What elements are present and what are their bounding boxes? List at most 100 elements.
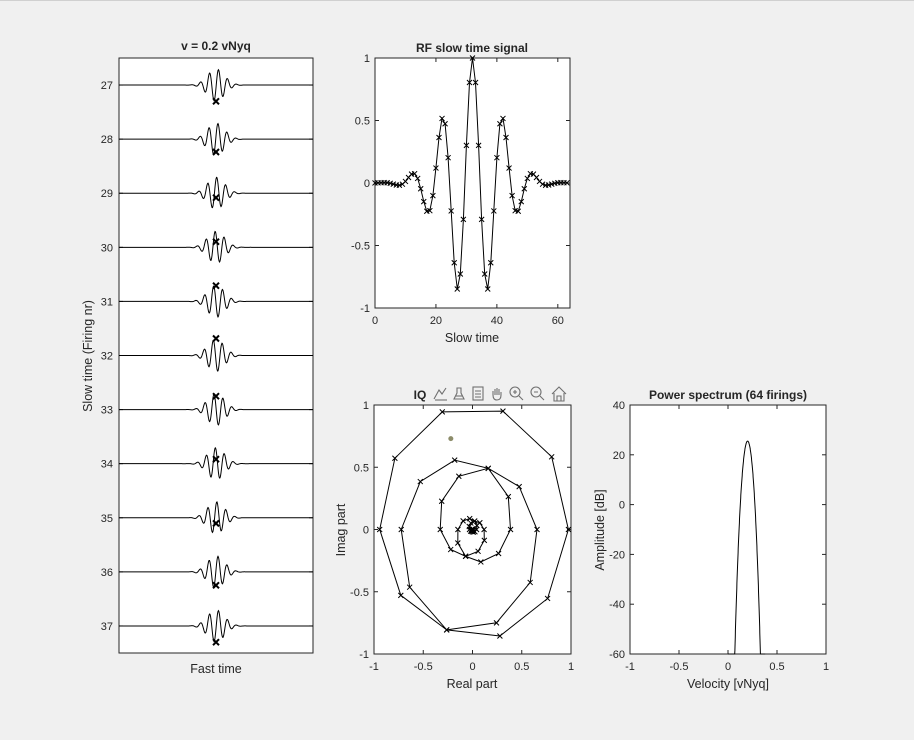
spectrum-ytick-label: 0 <box>619 500 625 512</box>
iq-axes[interactable]: IQ Real part Imag part -1 -0.5 0 0.5 1 -1 -0.5… <box>334 388 574 691</box>
waterfall-ytick-label: 33 <box>101 405 113 417</box>
iq-marker <box>454 540 461 546</box>
waterfall-trace <box>119 285 313 319</box>
spectrum-axes-box <box>629 404 827 655</box>
axes-toolbar[interactable] <box>433 386 567 402</box>
rf-marker <box>494 154 500 161</box>
pan-icon[interactable] <box>492 388 502 401</box>
rf-marker <box>487 259 494 266</box>
iq-marker <box>397 592 404 599</box>
brush-icon[interactable] <box>453 387 465 400</box>
spectrum-xtick-label: -1 <box>625 661 635 673</box>
iq-ytick-label: -1 <box>359 649 369 661</box>
iq-marker <box>565 526 572 533</box>
spectrum-axes[interactable]: Power spectrum (64 firings) Velocity [vN… <box>593 388 829 691</box>
iq-marker <box>505 493 512 500</box>
waterfall-ytick-label: 34 <box>101 459 113 471</box>
iq-plot <box>376 408 572 639</box>
waterfall-marker <box>212 282 220 290</box>
iq-marker <box>471 518 478 524</box>
iq-marker <box>392 455 398 462</box>
rf-marker <box>490 208 497 214</box>
rf-marker <box>472 79 479 86</box>
waterfall-trace <box>119 392 313 426</box>
iq-highlight-point <box>448 436 454 442</box>
rf-marker <box>426 207 433 214</box>
rf-title: RF slow time signal <box>416 41 528 55</box>
rf-marker <box>515 208 522 215</box>
waterfall-marker <box>212 193 220 202</box>
spectrum-xtick-label: 0 <box>725 661 731 673</box>
waterfall-trace <box>119 176 313 209</box>
iq-marker <box>406 584 413 591</box>
iq-marker <box>469 526 476 533</box>
waterfall-trace <box>119 230 313 263</box>
iq-xtick-label: 1 <box>568 661 574 673</box>
waterfall-ytick-label: 29 <box>101 188 113 200</box>
iq-marker <box>376 526 383 533</box>
waterfall-ytick-label: 36 <box>101 567 113 579</box>
iq-ytick-label: -0.5 <box>350 587 369 599</box>
iq-xlabel: Real part <box>447 677 498 691</box>
legend-icon[interactable] <box>472 386 484 401</box>
waterfall-ylabel: Slow time (Firing nr) <box>81 300 95 412</box>
waterfall-xlabel: Fast time <box>190 662 241 676</box>
rf-marker <box>436 134 442 141</box>
rf-marker <box>414 175 421 182</box>
waterfall-axes[interactable]: v = 0.2 vNyq Fast time Slow time (Firing… <box>81 39 314 676</box>
rf-marker <box>503 134 509 141</box>
rf-marker <box>396 182 403 189</box>
iq-marker <box>467 520 474 526</box>
rf-marker <box>442 120 448 127</box>
iq-marker <box>495 550 502 557</box>
spectrum-plot <box>728 440 766 655</box>
rf-marker <box>463 142 470 149</box>
home-icon[interactable] <box>551 386 567 402</box>
waterfall-marker <box>212 148 220 156</box>
waterfall-trace <box>119 122 313 156</box>
iq-marker <box>481 526 487 533</box>
iq-marker <box>544 595 551 602</box>
rf-marker <box>411 170 418 177</box>
rf-xtick-label: 0 <box>372 315 378 327</box>
waterfall-ytick-label: 35 <box>101 513 113 525</box>
rf-marker <box>460 216 467 223</box>
rf-marker <box>521 185 528 192</box>
rf-marker <box>454 286 461 292</box>
data-tips-icon[interactable] <box>433 387 447 401</box>
iq-marker <box>534 526 540 533</box>
iq-marker <box>451 457 458 464</box>
waterfall-ytick-label: 32 <box>101 351 113 363</box>
iq-title: IQ <box>414 388 427 402</box>
rf-marker <box>466 79 473 86</box>
rf-marker <box>402 178 409 185</box>
rf-marker <box>484 286 491 292</box>
rf-marker <box>500 115 506 122</box>
iq-ticks: -1 -0.5 0 0.5 1 -1 -0.5 0 0.5 1 <box>350 400 574 673</box>
iq-ytick-label: 1 <box>363 400 369 412</box>
waterfall-ytick-label: 37 <box>101 621 113 633</box>
rf-marker <box>430 192 436 199</box>
waterfall-ytick-label: 30 <box>101 242 113 254</box>
waterfall-marker <box>212 638 220 646</box>
iq-marker <box>481 537 488 544</box>
zoom-out-icon[interactable] <box>530 386 545 401</box>
rf-axes[interactable]: RF slow time signal Slow time 0 20 40 60 -1 -… <box>351 41 571 345</box>
rf-marker <box>497 120 503 127</box>
figure-top-border <box>0 0 914 1</box>
iq-xtick-label: 0 <box>469 661 475 673</box>
rf-ytick-label: -0.5 <box>351 241 370 253</box>
zoom-in-icon[interactable] <box>509 386 524 401</box>
rf-marker <box>420 198 427 205</box>
rf-marker <box>518 198 525 205</box>
iq-marker <box>477 559 484 565</box>
rf-xtick-label: 60 <box>552 315 564 327</box>
rf-marker <box>469 55 476 61</box>
waterfall-marker <box>212 392 220 400</box>
waterfall-ytick-label: 28 <box>101 134 113 146</box>
waterfall-trace <box>119 501 313 534</box>
rf-marker <box>417 185 424 192</box>
iq-marker <box>497 633 503 639</box>
iq-xtick-label: 0.5 <box>514 661 529 673</box>
